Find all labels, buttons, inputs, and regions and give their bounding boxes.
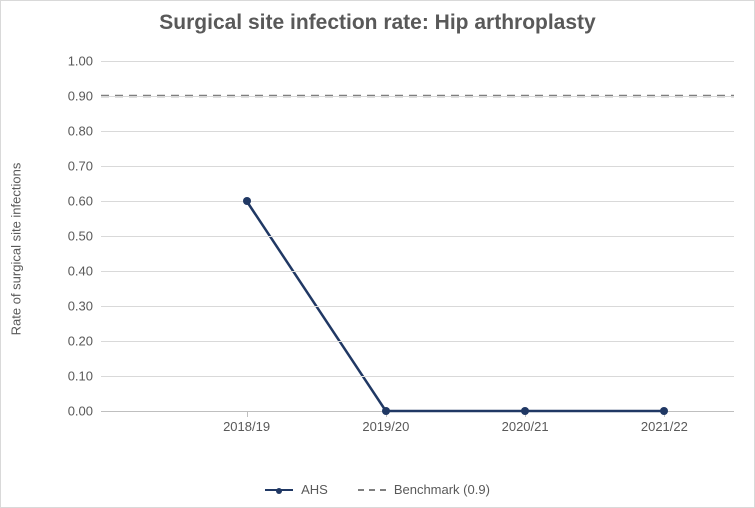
x-tick-mark [247, 411, 248, 417]
x-tick-label: 2019/20 [362, 419, 409, 434]
ahs-marker [660, 407, 668, 415]
y-gridline [101, 341, 734, 342]
x-tick-label: 2021/22 [641, 419, 688, 434]
legend-swatch-benchmark [358, 489, 386, 491]
legend-label-ahs: AHS [301, 482, 328, 497]
y-gridline [101, 96, 734, 97]
y-tick-label: 0.20 [68, 334, 93, 349]
y-tick-label: 0.00 [68, 404, 93, 419]
legend-swatch-ahs [265, 489, 293, 491]
plot-wrapper: Rate of surgical site infections 0.000.1… [56, 61, 734, 437]
y-gridline [101, 376, 734, 377]
y-gridline [101, 271, 734, 272]
y-gridline [101, 201, 734, 202]
y-gridline [101, 306, 734, 307]
y-gridline [101, 166, 734, 167]
chart-frame: Surgical site infection rate: Hip arthro… [0, 0, 755, 508]
y-tick-label: 1.00 [68, 54, 93, 69]
y-gridline [101, 236, 734, 237]
ahs-marker [382, 407, 390, 415]
y-tick-label: 0.90 [68, 89, 93, 104]
y-tick-label: 0.70 [68, 159, 93, 174]
legend: AHS Benchmark (0.9) [1, 482, 754, 497]
legend-label-benchmark: Benchmark (0.9) [394, 482, 490, 497]
y-tick-label: 0.80 [68, 124, 93, 139]
y-tick-label: 0.50 [68, 229, 93, 244]
legend-marker-ahs [276, 488, 282, 494]
y-tick-label: 0.60 [68, 194, 93, 209]
y-axis-label: Rate of surgical site infections [9, 163, 24, 336]
x-tick-label: 2018/19 [223, 419, 270, 434]
y-gridline [101, 61, 734, 62]
ahs-marker [243, 197, 251, 205]
legend-item-benchmark: Benchmark (0.9) [358, 482, 490, 497]
plot-area: 0.000.100.200.300.400.500.600.700.800.90… [101, 61, 734, 412]
y-tick-label: 0.40 [68, 264, 93, 279]
ahs-marker [521, 407, 529, 415]
legend-item-ahs: AHS [265, 482, 328, 497]
y-gridline [101, 131, 734, 132]
x-tick-label: 2020/21 [502, 419, 549, 434]
y-tick-label: 0.30 [68, 299, 93, 314]
y-tick-label: 0.10 [68, 369, 93, 384]
chart-title: Surgical site infection rate: Hip arthro… [1, 1, 754, 35]
